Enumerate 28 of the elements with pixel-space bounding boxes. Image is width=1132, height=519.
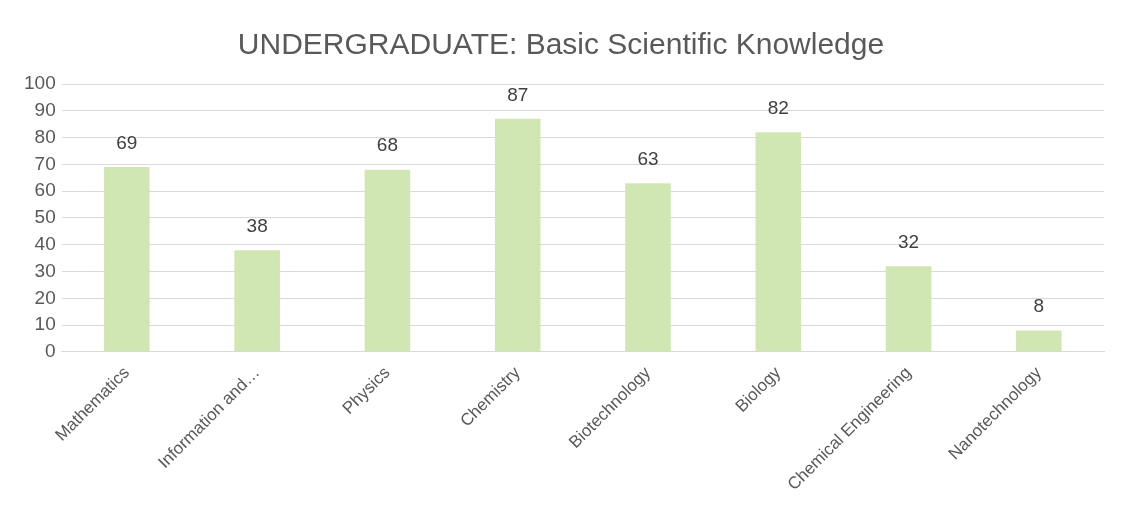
data-label: 32 bbox=[898, 230, 920, 252]
bar bbox=[1016, 330, 1062, 352]
y-tick-label: 100 bbox=[24, 72, 56, 94]
bar bbox=[364, 169, 411, 352]
data-label: 38 bbox=[246, 214, 268, 236]
bar bbox=[234, 250, 280, 352]
y-tick-label: 10 bbox=[34, 313, 56, 335]
data-label: 69 bbox=[116, 131, 138, 153]
y-tick-label: 80 bbox=[34, 125, 56, 147]
y-tick-label: 60 bbox=[34, 179, 56, 201]
y-tick-label: 30 bbox=[34, 259, 56, 281]
bar bbox=[755, 132, 802, 352]
y-tick-label: 20 bbox=[34, 286, 56, 308]
bar bbox=[885, 266, 932, 352]
bar bbox=[494, 118, 541, 352]
y-tick-label: 40 bbox=[34, 233, 56, 255]
y-tick-label: 70 bbox=[34, 152, 56, 174]
bar bbox=[104, 167, 150, 352]
data-label: 87 bbox=[507, 83, 529, 105]
chart-title: UNDERGRADUATE: Basic Scientific Knowledge bbox=[237, 27, 885, 61]
data-label: 8 bbox=[1033, 295, 1045, 317]
y-tick-label: 90 bbox=[34, 99, 56, 121]
data-label: 68 bbox=[376, 134, 398, 156]
bar bbox=[625, 183, 671, 352]
data-label: 82 bbox=[767, 96, 789, 118]
y-tick-label: 50 bbox=[34, 206, 56, 228]
data-label: 63 bbox=[637, 147, 659, 169]
y-tick-label: 0 bbox=[45, 340, 56, 362]
